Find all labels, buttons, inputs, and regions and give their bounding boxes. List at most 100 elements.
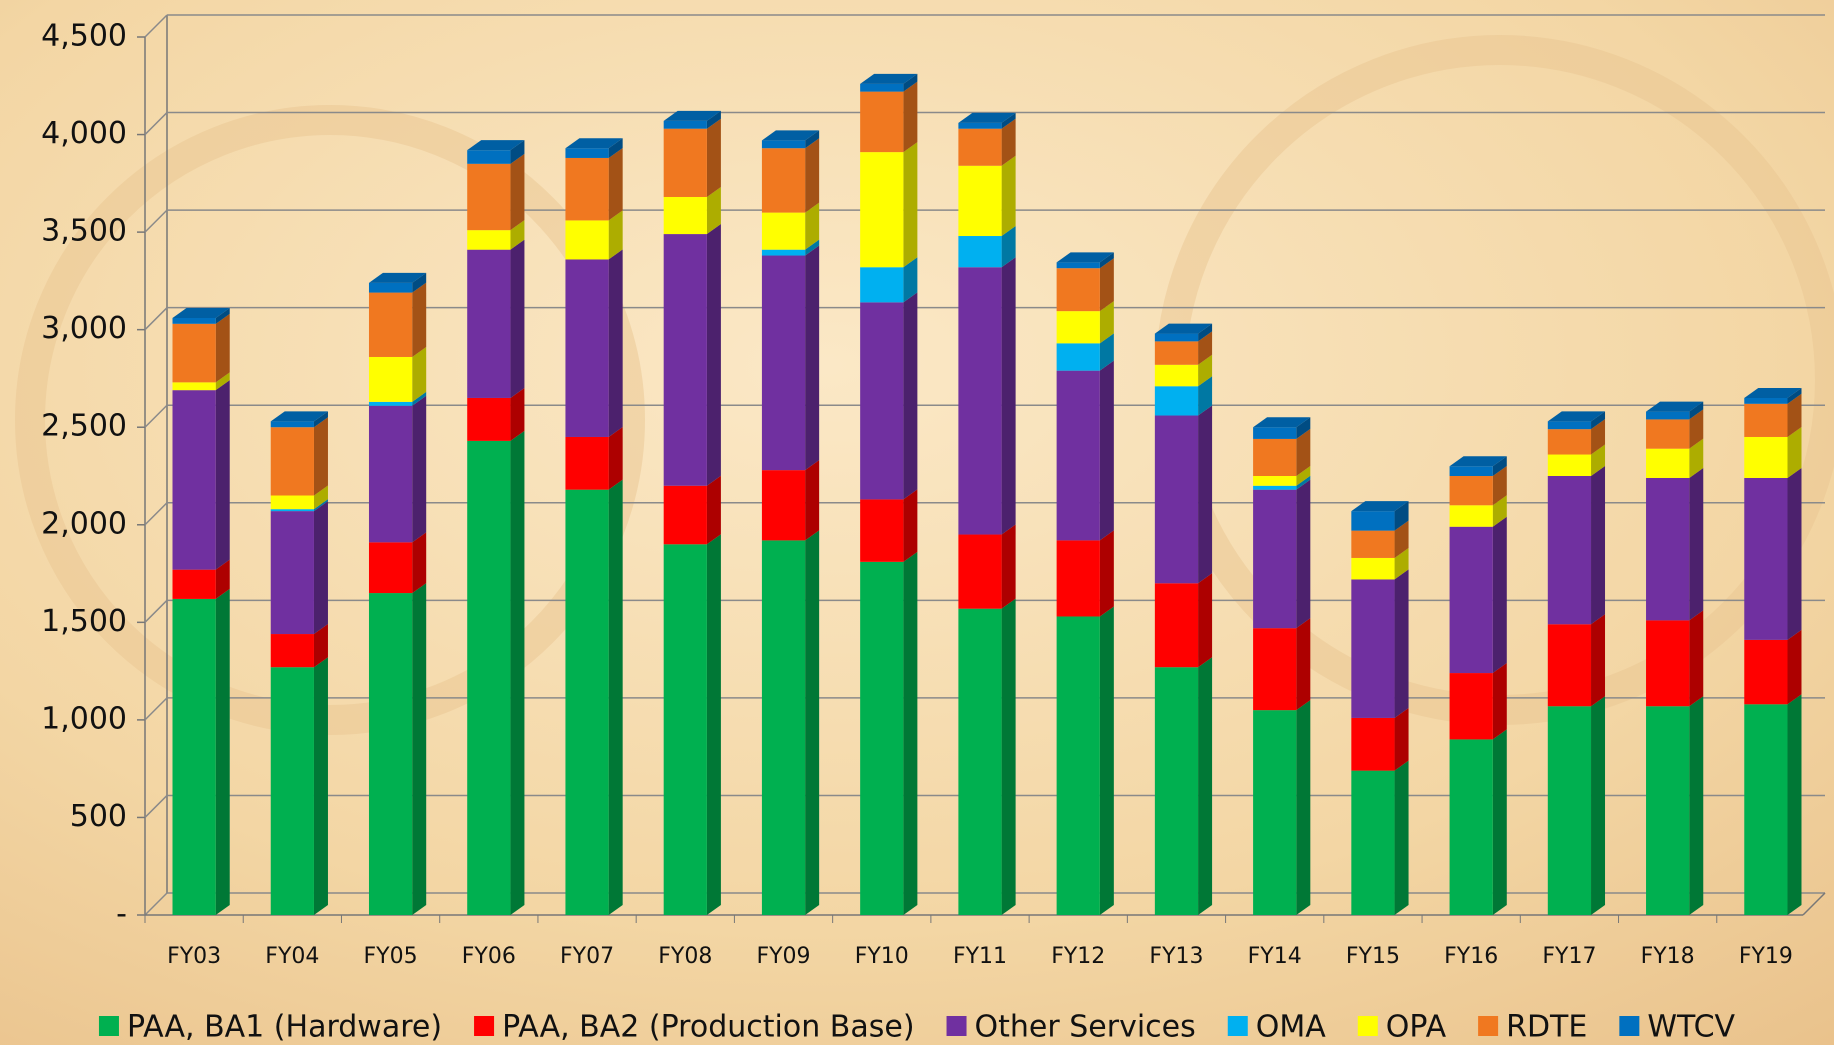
bar-segment — [467, 398, 510, 441]
bar-segment — [467, 250, 510, 398]
bar-side — [1689, 696, 1703, 915]
bar-segment — [1057, 371, 1100, 541]
bar-side — [609, 148, 623, 220]
bar-side — [1591, 614, 1605, 706]
bar-side — [609, 427, 623, 490]
y-tick-label: 3,500 — [41, 214, 127, 249]
bar-segment — [1155, 583, 1198, 667]
bar-segment — [1744, 398, 1787, 404]
x-tick-label: FY05 — [364, 944, 418, 969]
bar-side — [1787, 468, 1801, 640]
bar-segment — [860, 302, 903, 499]
bar-segment — [1057, 262, 1100, 268]
y-tick-label: - — [116, 897, 127, 932]
bar-segment — [271, 667, 314, 915]
bar-segment — [958, 236, 1001, 267]
bar-segment — [1744, 478, 1787, 640]
bar-side — [1493, 729, 1507, 915]
bar-side — [314, 417, 328, 495]
bar-segment — [1253, 490, 1296, 629]
bar-segment — [1253, 439, 1296, 476]
bar-segment — [1155, 386, 1198, 415]
bar-segment — [664, 234, 707, 486]
bar-segment — [1646, 706, 1689, 915]
bar-segment — [1351, 718, 1394, 771]
legend-label: OPA — [1386, 1010, 1447, 1045]
bar-segment — [1351, 579, 1394, 718]
bar-segment — [565, 259, 608, 437]
bar-segment — [664, 544, 707, 915]
legend-swatch — [99, 1016, 119, 1036]
bar-segment — [1450, 466, 1493, 476]
bar-side — [903, 552, 917, 915]
bar-side — [903, 142, 917, 267]
bar-side — [412, 283, 426, 357]
bar-segment — [860, 562, 903, 915]
bar-segment — [860, 152, 903, 267]
x-tick-label: FY14 — [1248, 944, 1302, 969]
x-tick-label: FY15 — [1346, 944, 1400, 969]
legend-label: OMA — [1256, 1010, 1326, 1045]
bar-segment — [1646, 449, 1689, 478]
bar-segment — [173, 318, 216, 324]
bar-segment — [1450, 505, 1493, 526]
bar-side — [510, 154, 524, 230]
bar-segment — [271, 421, 314, 427]
bar-segment — [958, 123, 1001, 129]
bar-segment — [1450, 739, 1493, 915]
bar-side — [1100, 361, 1114, 541]
bar-segment — [1253, 710, 1296, 915]
bar-side — [314, 657, 328, 915]
bar-segment — [762, 148, 805, 212]
bar-segment — [1155, 365, 1198, 386]
bar-segment — [1351, 531, 1394, 558]
bar-side — [1689, 468, 1703, 620]
bar-segment — [664, 129, 707, 197]
bar-segment — [1744, 404, 1787, 437]
bar-segment — [1057, 343, 1100, 370]
bar-segment — [958, 129, 1001, 166]
y-tick-label: 4,500 — [41, 19, 127, 54]
bar-segment — [860, 84, 903, 92]
bar-segment — [1057, 268, 1100, 311]
bar-segment — [958, 166, 1001, 236]
chart: -5001,0001,5002,0002,5003,0003,5004,0004… — [0, 0, 1834, 1045]
legend-label: RDTE — [1506, 1010, 1587, 1045]
bar-segment — [565, 158, 608, 220]
bar-side — [1787, 694, 1801, 915]
bar-side — [805, 246, 819, 471]
bar-segment — [369, 542, 412, 593]
bar-side — [510, 240, 524, 398]
bar-segment — [1057, 616, 1100, 915]
bar-segment — [958, 609, 1001, 915]
bar-side — [1296, 480, 1310, 629]
bar-segment — [271, 509, 314, 511]
bar-side — [1493, 517, 1507, 673]
bar-segment — [369, 283, 412, 293]
bar-segment — [1351, 771, 1394, 915]
x-tick-label: FY12 — [1051, 944, 1105, 969]
x-tick-label: FY09 — [756, 944, 810, 969]
y-tick-label: 4,000 — [41, 116, 127, 151]
bar-segment — [565, 490, 608, 915]
legend-swatch — [1478, 1016, 1498, 1036]
bar-segment — [1548, 455, 1591, 476]
bar-side — [1198, 406, 1212, 584]
x-tick-label: FY19 — [1739, 944, 1793, 969]
bar-side — [707, 119, 721, 197]
legend-swatch — [1358, 1016, 1378, 1036]
bar-segment — [271, 496, 314, 510]
bar-segment — [1548, 421, 1591, 429]
bar-segment — [860, 267, 903, 302]
bar-segment — [173, 382, 216, 390]
bar-side — [1002, 599, 1016, 915]
bar-segment — [958, 267, 1001, 534]
legend-swatch — [1228, 1016, 1248, 1036]
bar-side — [903, 82, 917, 152]
bar-side — [1002, 257, 1016, 534]
bar-side — [1395, 708, 1409, 771]
bar-segment — [1548, 624, 1591, 706]
bar-side — [609, 249, 623, 437]
bar-side — [1395, 569, 1409, 718]
bar-segment — [565, 220, 608, 259]
